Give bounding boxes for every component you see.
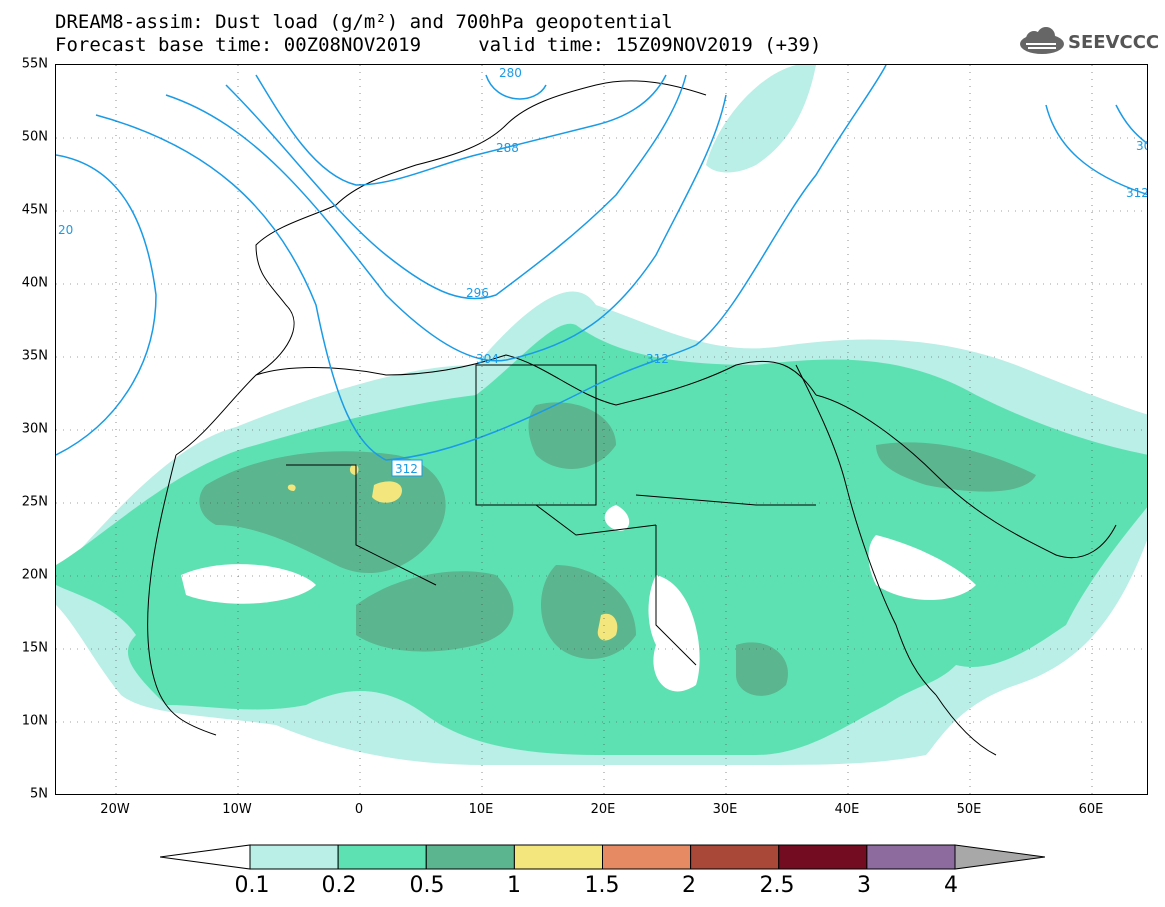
lon-label-20w: 20W bbox=[100, 802, 130, 817]
contour-label-280: 280 bbox=[499, 66, 522, 80]
graticule bbox=[56, 65, 1147, 794]
lat-label-20n: 20N bbox=[21, 567, 48, 583]
contour-label-312-b: 312 bbox=[646, 352, 669, 366]
colorbar-cell-4 bbox=[513, 844, 603, 870]
lon-label-50e: 50E bbox=[956, 802, 982, 817]
lon-label-40e: 40E bbox=[834, 802, 860, 817]
contour-label-312-a: 312 bbox=[395, 462, 418, 476]
colorbar-label-2: 2 bbox=[682, 873, 696, 898]
lat-label-25n: 25N bbox=[21, 494, 48, 510]
colorbar-cell-0 bbox=[160, 844, 251, 870]
cloud-icon bbox=[1020, 27, 1064, 54]
colorbar-label-0.2: 0.2 bbox=[321, 873, 357, 898]
logo-text: SEEVCCC bbox=[1068, 32, 1160, 53]
contour-label-288: 288 bbox=[496, 141, 519, 155]
colorbar-cell-2 bbox=[337, 844, 427, 870]
seevccc-logo: SEEVCCC bbox=[1016, 26, 1160, 58]
colorbar-label-0.1: 0.1 bbox=[234, 873, 270, 898]
lat-label-45n: 45N bbox=[21, 202, 48, 218]
map-canvas: 280 288 296 304 312 312 312 20 30 bbox=[56, 65, 1148, 794]
colorbar-label-1: 1 bbox=[507, 873, 521, 898]
contour-label-296: 296 bbox=[466, 286, 489, 300]
lat-label-5n: 5N bbox=[30, 786, 48, 802]
coastlines bbox=[147, 80, 1117, 756]
colorbar-cell-3 bbox=[425, 844, 515, 870]
dust-gap bbox=[181, 505, 976, 692]
lon-label-10e: 10E bbox=[468, 802, 494, 817]
colorbar-cell-1 bbox=[249, 844, 339, 870]
dust-level-1 bbox=[287, 464, 618, 641]
lat-label-40n: 40N bbox=[21, 275, 48, 291]
chart-title-line2: Forecast base time: 00Z08NOV2019 valid t… bbox=[55, 34, 822, 56]
colorbar-label-2.5: 2.5 bbox=[759, 873, 795, 898]
dust-map: 280 288 296 304 312 312 312 20 30 bbox=[55, 64, 1148, 795]
contour-labels: 280 288 296 304 312 312 312 20 30 bbox=[58, 66, 1148, 477]
colorbar-cell-5 bbox=[602, 844, 692, 870]
contour-label-20: 20 bbox=[58, 223, 73, 237]
contour-label-312-c: 312 bbox=[1126, 186, 1148, 200]
colorbar-cell-6 bbox=[690, 844, 780, 870]
lon-label-10w: 10W bbox=[222, 802, 252, 817]
colorbar-cell-8 bbox=[866, 844, 956, 870]
lat-label-35n: 35N bbox=[21, 348, 48, 364]
colorbar-cell-7 bbox=[778, 844, 868, 870]
lat-label-30n: 30N bbox=[21, 421, 48, 437]
lat-label-55n: 55N bbox=[21, 56, 48, 72]
colorbar-label-4: 4 bbox=[944, 873, 958, 898]
lon-label-20e: 20E bbox=[590, 802, 616, 817]
lon-label-30e: 30E bbox=[712, 802, 738, 817]
geopotential-contours bbox=[56, 65, 1147, 461]
lat-label-10n: 10N bbox=[21, 713, 48, 729]
colorbar bbox=[160, 844, 1045, 870]
dust-level-0.2 bbox=[56, 323, 1147, 755]
colorbar-label-3: 3 bbox=[857, 873, 871, 898]
lon-label-60e: 60E bbox=[1078, 802, 1104, 817]
contour-label-304: 304 bbox=[476, 352, 499, 366]
colorbar-label-0.5: 0.5 bbox=[409, 873, 445, 898]
lat-label-50n: 50N bbox=[21, 129, 48, 145]
colorbar-cells bbox=[160, 844, 1045, 870]
chart-title-line1: DREAM8-assim: Dust load (g/m²) and 700hP… bbox=[55, 11, 673, 33]
lat-label-15n: 15N bbox=[21, 640, 48, 656]
contour-label-30: 30 bbox=[1136, 139, 1148, 153]
lon-label-0: 0 bbox=[354, 802, 364, 817]
colorbar-cell-9 bbox=[954, 844, 1045, 870]
colorbar-label-1.5: 1.5 bbox=[584, 873, 620, 898]
